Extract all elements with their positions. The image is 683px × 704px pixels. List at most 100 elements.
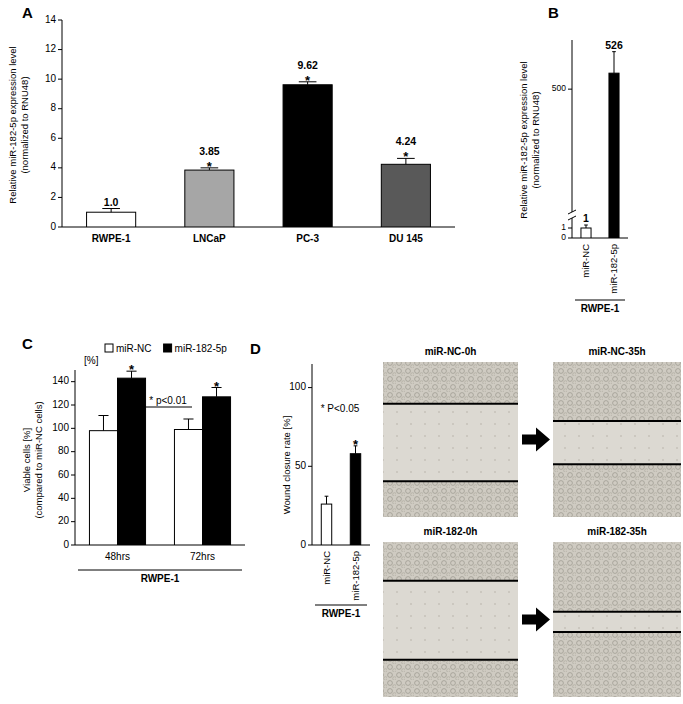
y-tick — [71, 545, 75, 546]
x-tick-label: PC-3 — [296, 233, 319, 244]
micrograph — [383, 542, 518, 697]
y-tick — [71, 428, 75, 429]
error-bar-cap — [102, 208, 120, 209]
y-tick-label: 20 — [58, 515, 70, 526]
group-line — [78, 570, 242, 571]
data-label: 526 — [605, 39, 623, 51]
x-tick-label: miR-182-5p — [350, 551, 361, 601]
panel-a: A Relative miR-182-5p expression level(no… — [7, 4, 455, 244]
error-bar-cap — [98, 415, 108, 416]
data-label: 3.85 — [199, 145, 220, 157]
y-tick — [568, 228, 572, 229]
wound-edge — [383, 480, 518, 482]
group-line — [315, 605, 367, 606]
error-bar-cap — [183, 419, 193, 420]
micrograph — [383, 362, 518, 517]
y-tick — [58, 197, 62, 198]
x-axis — [572, 238, 628, 239]
y-axis-label: Viable cells [%] — [21, 428, 32, 492]
data-label: 4.24 — [396, 135, 417, 147]
annotation-underline — [144, 407, 192, 408]
y-axis — [312, 364, 313, 545]
panel-letter: A — [22, 4, 33, 21]
annotation: * P<0.05 — [321, 403, 360, 414]
y-tick-label: 80 — [58, 445, 70, 456]
marks — [581, 52, 619, 238]
images: miR-NC-0hmiR-NC-35hmiR-182-0hmiR-182-35h — [383, 346, 681, 697]
bar — [185, 170, 234, 227]
wound-edge — [553, 631, 681, 633]
y-tick — [58, 20, 62, 21]
panel-b: BRelative miR-182-5p expression level(no… — [518, 4, 628, 314]
y-tick-label: 14 — [45, 14, 57, 25]
y-axis-label: Relative miR-182-5p expression level — [7, 46, 18, 203]
x-tick-label: LNCaP — [193, 233, 226, 244]
y-tick — [71, 451, 75, 452]
wound-area — [383, 581, 518, 660]
y-tick — [568, 238, 572, 239]
y-tick-label: 0 — [300, 539, 306, 550]
panel-letter: B — [548, 4, 559, 21]
y-tick-label: 1 — [561, 222, 566, 232]
y-axis — [75, 370, 76, 545]
arrow — [522, 428, 550, 452]
marks — [87, 82, 431, 227]
wound-area — [383, 404, 518, 482]
y-tick-label: 120 — [52, 399, 69, 410]
y-tick — [58, 138, 62, 139]
error-bar-line — [326, 496, 327, 504]
error-bar — [98, 416, 108, 431]
bar — [87, 212, 136, 227]
y-tick-label: 10 — [45, 73, 57, 84]
bar — [581, 228, 591, 238]
y-axis — [572, 40, 573, 212]
y-tick — [71, 381, 75, 382]
y-tick — [58, 79, 62, 80]
significance-mark: * — [353, 437, 359, 452]
data-label: 1.0 — [104, 196, 119, 208]
wound-edge — [553, 420, 681, 422]
y-tick-label: 0 — [561, 232, 566, 242]
wound-edge — [553, 463, 681, 465]
y-tick-label: 6 — [50, 132, 56, 143]
y-tick — [71, 405, 75, 406]
bar — [203, 397, 231, 545]
bar — [321, 504, 331, 545]
bar — [350, 454, 360, 545]
bar — [118, 378, 146, 545]
wound-edge — [383, 580, 518, 582]
group-label: RWPE-1 — [581, 303, 620, 314]
x-tick-label: miR-NC — [580, 244, 591, 278]
significance-mark: * — [305, 73, 311, 88]
y-tick-label: 40 — [58, 492, 70, 503]
bar — [609, 73, 619, 238]
marks — [89, 371, 230, 545]
wound-edge — [383, 403, 518, 405]
x-tick-label: miR-NC — [321, 551, 332, 585]
y-tick-label: 12 — [45, 43, 57, 54]
y-tick-label: 0 — [50, 221, 56, 232]
page: {"chart_data":[ {"panel":"A","type":"bar… — [0, 0, 683, 704]
y-tick-label: 140 — [52, 375, 69, 386]
image-label: miR-NC-35h — [588, 346, 645, 357]
image-label: miR-NC-0h — [425, 346, 477, 357]
wound-edge — [383, 659, 518, 661]
panel-c: CViable cells [%](compared to miR-NC cel… — [21, 335, 245, 584]
y-axis-unit: [%] — [84, 355, 99, 366]
bar — [381, 164, 430, 227]
y-axis — [62, 20, 63, 227]
panel-letter: D — [250, 340, 261, 357]
axis-break — [568, 210, 576, 214]
error-bar-line — [103, 416, 104, 431]
y-tick — [308, 545, 312, 546]
y-axis-label: (normalized to RNU48) — [19, 76, 30, 173]
y-axis-label: Relative miR-182-5p expression level — [518, 61, 529, 218]
wound-area — [553, 421, 681, 464]
x-tick-label: 48hrs — [105, 551, 130, 562]
group-label: RWPE-1 — [322, 608, 361, 619]
error-bar-line — [188, 419, 189, 430]
error-bar-cap — [612, 51, 616, 52]
bar — [174, 430, 202, 546]
y-tick — [71, 498, 75, 499]
legend-label: miR-NC — [116, 343, 152, 354]
